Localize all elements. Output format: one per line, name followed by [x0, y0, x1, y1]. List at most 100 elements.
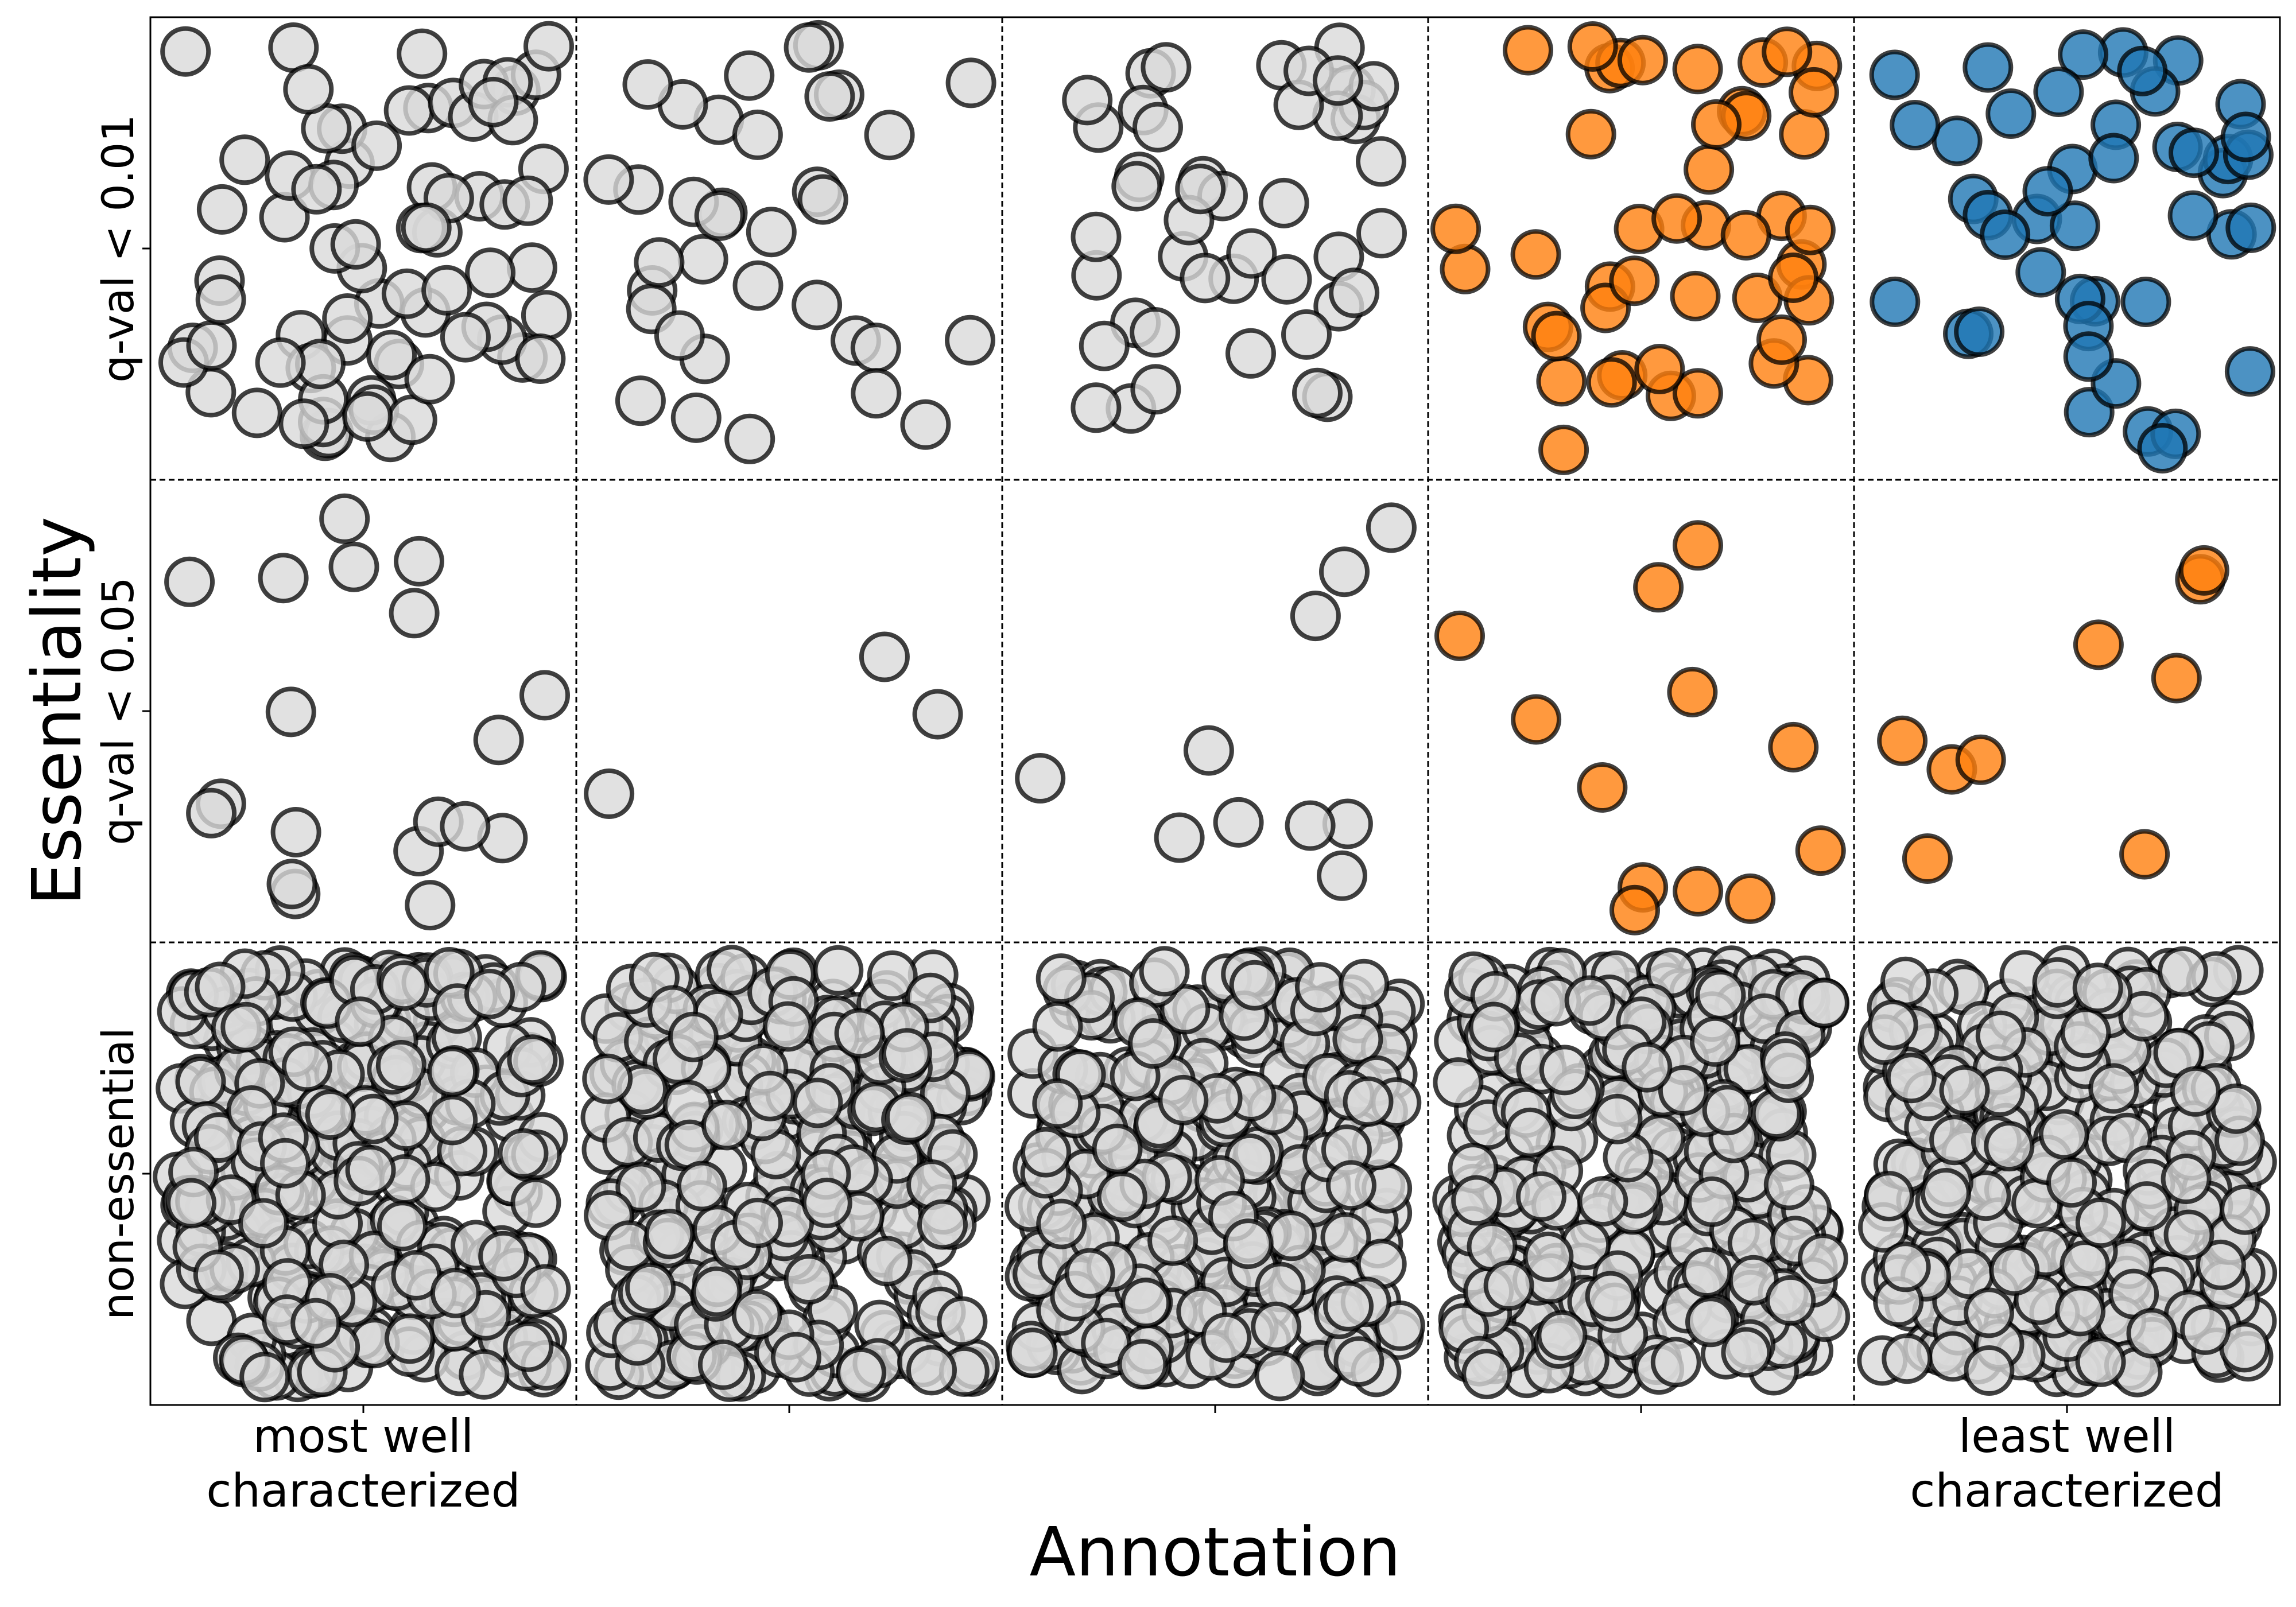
data-point	[2058, 29, 2109, 80]
data-point	[270, 807, 321, 857]
data-point	[1565, 108, 1616, 160]
data-point	[2163, 1209, 2214, 1260]
data-point	[2073, 619, 2124, 670]
data-point	[2170, 1066, 2221, 1117]
data-point	[1035, 953, 1087, 1004]
data-point	[862, 1236, 913, 1287]
data-point	[1062, 75, 1113, 126]
data-point	[694, 190, 745, 241]
data-point	[1096, 1171, 1147, 1222]
data-point	[231, 387, 282, 438]
data-point	[1128, 1018, 1179, 1069]
data-point	[912, 689, 963, 740]
data-point	[2167, 190, 2219, 241]
data-point	[670, 392, 722, 443]
data-point	[2224, 346, 2275, 397]
data-point	[801, 1177, 852, 1228]
data-point	[1319, 546, 1370, 597]
data-point	[676, 1160, 727, 1212]
data-point	[1989, 1245, 2040, 1296]
data-point	[917, 1199, 968, 1250]
data-point	[1290, 591, 1341, 642]
data-point	[1511, 694, 1562, 745]
data-point	[319, 493, 370, 544]
data-point	[707, 945, 757, 996]
data-point	[2158, 946, 2208, 997]
data-point	[1064, 1248, 1115, 1299]
data-point	[519, 670, 570, 721]
data-point	[945, 57, 996, 108]
data-point	[784, 1254, 835, 1305]
data-point	[1609, 884, 1660, 936]
data-point	[2195, 1239, 2246, 1290]
data-point	[2161, 1154, 2212, 1204]
data-point	[440, 801, 491, 852]
data-point	[305, 1089, 356, 1140]
data-point	[1430, 203, 1481, 254]
data-point	[2072, 962, 2123, 1014]
data-point	[219, 134, 270, 185]
data-point	[1725, 873, 1776, 924]
data-point	[1686, 1176, 1737, 1227]
data-point	[2178, 545, 2229, 596]
data-point	[1537, 1310, 1588, 1361]
data-point	[945, 315, 995, 366]
data-point	[937, 1296, 988, 1347]
data-point	[1685, 1297, 1736, 1348]
data-point	[1251, 1301, 1302, 1352]
data-point	[697, 1339, 748, 1390]
data-point	[459, 1349, 510, 1400]
data-point	[1133, 102, 1183, 153]
data-point	[1964, 1345, 2015, 1396]
data-point	[1180, 253, 1231, 304]
data-point	[1523, 1231, 1574, 1282]
data-point	[523, 21, 574, 72]
data-point	[255, 337, 306, 388]
data-point	[1567, 21, 1618, 72]
data-point	[677, 234, 728, 285]
data-point	[389, 588, 440, 639]
data-point	[1864, 1171, 1914, 1222]
data-point	[1468, 1002, 1519, 1053]
data-point	[1516, 1171, 1566, 1222]
data-point	[1213, 797, 1264, 848]
data-point	[2169, 127, 2219, 178]
data-point	[1672, 368, 1723, 419]
x-axis-label: Annotation	[1029, 1512, 1401, 1592]
data-point	[1617, 34, 1668, 86]
data-point	[1130, 307, 1181, 358]
data-point	[1670, 270, 1721, 321]
data-point	[1634, 344, 1685, 394]
data-point	[1538, 424, 1589, 475]
data-point	[328, 541, 379, 592]
data-point	[1929, 1115, 1980, 1166]
data-point	[1139, 946, 1190, 997]
y-tick-label: non-essential	[92, 1027, 144, 1320]
data-point	[1032, 1078, 1083, 1129]
data-point	[1226, 228, 1277, 279]
data-point	[867, 950, 918, 1001]
data-point	[1356, 208, 1407, 259]
data-point	[401, 202, 452, 253]
data-point	[1510, 229, 1561, 280]
data-point	[520, 1264, 571, 1315]
data-point	[1880, 956, 1931, 1007]
data-point	[1036, 1198, 1087, 1249]
data-point	[1702, 1085, 1753, 1136]
data-point	[1536, 356, 1587, 407]
data-point	[1877, 715, 1928, 766]
data-point	[625, 1262, 676, 1313]
data-point	[1633, 562, 1684, 613]
data-point	[1323, 1280, 1374, 1332]
data-point	[1658, 1065, 1709, 1116]
data-point	[166, 1178, 217, 1229]
data-point	[2055, 1286, 2106, 1337]
data-point	[266, 859, 317, 910]
data-point	[1795, 825, 1846, 876]
data-point	[2122, 1181, 2173, 1232]
data-point	[2075, 1197, 2126, 1248]
data-point	[1667, 666, 1718, 717]
data-point	[1695, 969, 1746, 1020]
data-point	[1254, 1350, 1305, 1402]
